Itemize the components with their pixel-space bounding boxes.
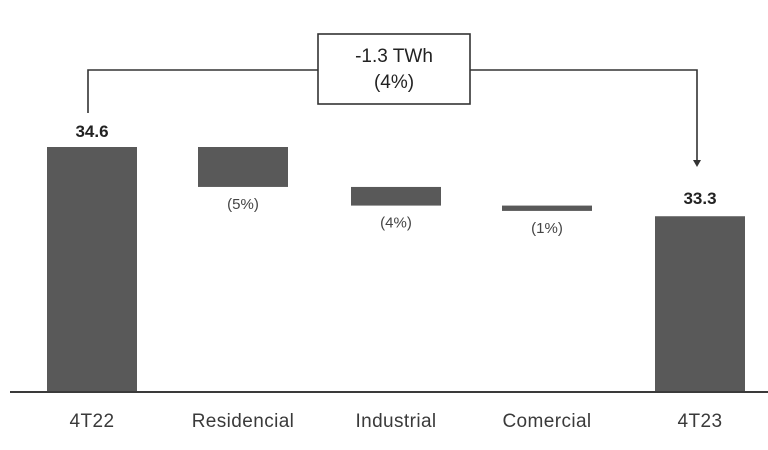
bars-group xyxy=(47,147,745,392)
bar-comercial xyxy=(502,205,592,211)
data-label-comercial-pct: (1%) xyxy=(531,220,563,237)
data-label-end-total: 33.3 xyxy=(683,189,716,208)
data-label-residencial-pct: (5%) xyxy=(227,196,259,213)
data-label-start-total: 34.6 xyxy=(75,122,108,141)
tick-label-residencial: Residencial xyxy=(192,411,295,432)
tick-label-comercial: Comercial xyxy=(502,411,591,432)
tick-label-4T22: 4T22 xyxy=(70,411,115,432)
tick-label-industrial: Industrial xyxy=(355,411,436,432)
callout-connector xyxy=(87,69,698,162)
callout-arrowhead xyxy=(693,160,701,167)
bar-residencial xyxy=(198,147,288,187)
callout-value: -1.3 TWh xyxy=(355,46,433,67)
data-label-industrial-pct: (4%) xyxy=(380,215,412,232)
tick-label-4T23: 4T23 xyxy=(678,411,723,432)
bar-4T22 xyxy=(47,147,137,392)
bar-4T23 xyxy=(655,216,745,392)
callout-percent: (4%) xyxy=(374,72,414,93)
bar-industrial xyxy=(351,186,441,206)
callout-box xyxy=(317,33,471,105)
